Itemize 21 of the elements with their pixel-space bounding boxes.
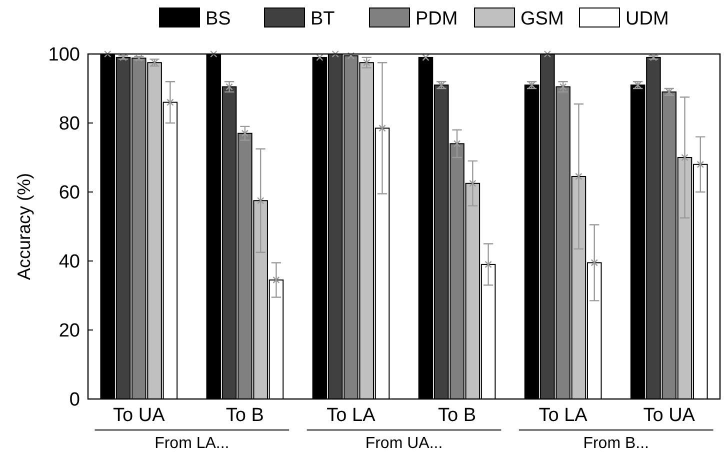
x-tick-label: To LA [538, 405, 588, 426]
y-tick-label: 60 [58, 182, 80, 204]
x-tick-label: To UA [643, 405, 696, 426]
y-tick-label: 20 [58, 320, 80, 342]
text: From B... [583, 435, 649, 452]
y-tick-label: 40 [58, 252, 80, 273]
y-tick-label: 80 [58, 114, 80, 135]
text: From UA... [365, 435, 443, 452]
x-tick-label: To UA [113, 405, 166, 426]
x-tick-label: To B [226, 405, 264, 426]
x-tick-label: To LA [326, 405, 376, 426]
y-tick-label: 0 [69, 390, 80, 411]
y-tick-label: 100 [48, 44, 80, 66]
legend-label: BT [310, 8, 336, 30]
text: From LA... [154, 435, 230, 452]
y-axis-title: Accuracy (%) [14, 172, 34, 280]
legend-label: BS [206, 8, 231, 30]
x-tick-label: To B [438, 405, 476, 426]
legend-label: GSM [520, 8, 564, 30]
legend-label: UDM [626, 8, 669, 30]
legend-label: PDM [416, 8, 458, 30]
